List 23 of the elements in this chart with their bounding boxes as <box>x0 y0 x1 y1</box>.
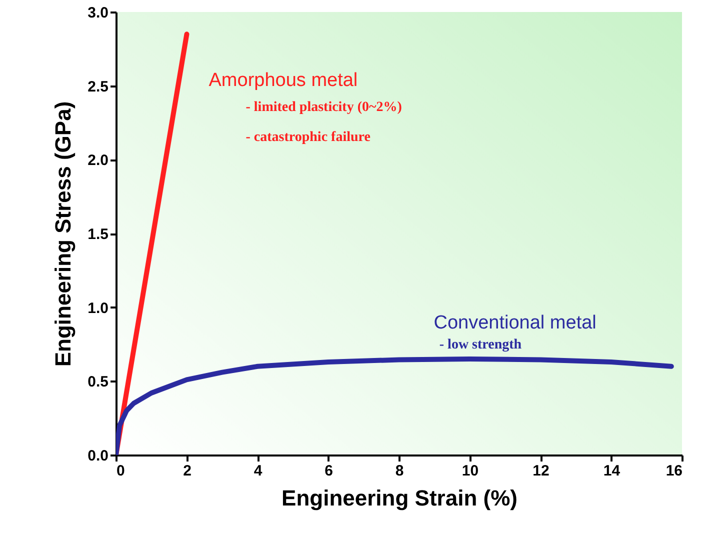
x-tick-label: 16 <box>666 462 682 480</box>
x-tick-label: 6 <box>324 462 333 480</box>
x-tick-label: 12 <box>532 462 550 480</box>
y-axis-title: Engineering Stress (GPa) <box>50 101 76 367</box>
y-tick-label: 0.0 <box>88 448 108 464</box>
x-axis-title: Engineering Strain (%) <box>282 486 518 510</box>
y-tick-label: 3.0 <box>88 4 108 22</box>
annotation: - low strength <box>439 337 522 352</box>
y-tick-label: 1.5 <box>88 226 108 243</box>
y-tick-label: 0.5 <box>88 374 108 391</box>
x-tick-label: 0 <box>116 462 125 480</box>
y-tick-label: 1.0 <box>88 300 108 317</box>
annotation: - catastrophic failure <box>246 130 370 146</box>
series-label: Conventional metal <box>434 312 596 334</box>
x-tick-label: 14 <box>603 462 621 480</box>
x-tick-label: 4 <box>254 462 263 480</box>
x-tick-label: 10 <box>462 462 479 480</box>
annotation: - limited plasticity (0~2%) <box>246 100 402 116</box>
series-label: Amorphous metal <box>208 70 358 92</box>
x-tick-label: 2 <box>183 462 192 480</box>
y-tick-label: 2.0 <box>88 152 108 170</box>
x-tick-label: 8 <box>395 462 404 480</box>
y-tick-label: 2.5 <box>88 78 108 96</box>
